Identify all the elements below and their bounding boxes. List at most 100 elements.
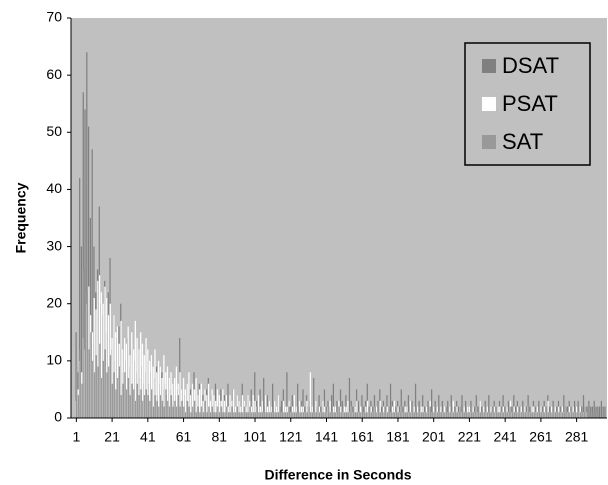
bar [401,406,403,418]
bar [456,412,458,418]
bar [243,406,246,418]
bar [195,412,197,418]
bar [274,400,276,418]
bar [138,395,140,418]
bar [570,412,573,418]
bar [179,406,181,418]
bar [108,366,110,418]
bar [136,338,138,418]
bar [419,412,421,418]
bar [422,412,424,418]
bar [519,412,521,418]
bar [79,349,81,418]
bar [251,412,253,418]
bar [377,412,380,418]
bar [593,400,595,418]
bar [551,412,553,418]
bar [318,395,320,418]
x-tick-label: 61 [176,429,192,445]
bar [190,395,192,418]
bar [107,315,110,418]
bar [182,378,185,418]
bar [461,395,463,418]
bar [91,149,93,418]
bar [218,412,221,418]
x-tick-label: 141 [315,429,339,445]
bar [106,298,108,418]
bar [531,412,533,418]
bar [357,400,360,418]
bar [393,400,396,418]
bar [441,400,443,418]
bar [563,412,566,418]
bar [201,406,203,418]
bar [329,400,331,418]
bar [299,400,301,418]
bar [561,412,564,418]
bar [488,412,490,418]
bar [115,389,117,418]
bar [174,378,176,418]
bar [149,400,151,418]
bar [291,395,293,418]
bar [488,395,490,418]
bar [241,395,244,418]
bar [478,412,480,418]
bar [392,412,394,418]
bar [330,395,333,418]
bar [547,400,549,418]
bar [163,406,165,418]
bar [365,412,367,418]
bar [261,400,263,418]
bar [181,400,183,418]
bar [479,412,482,418]
bar [140,389,142,418]
bar [569,412,571,418]
bar [211,389,213,418]
bar [522,412,524,418]
bar [268,412,271,418]
bar [394,412,396,418]
y-tick-label: 70 [46,9,62,25]
bar [118,366,121,418]
bar [131,332,133,418]
bar [299,412,301,418]
bar [438,395,440,418]
bar [385,412,387,418]
bar [577,400,579,418]
bar [479,400,481,418]
bar [293,395,295,418]
bar [476,406,478,418]
bar [265,395,267,418]
bar [474,412,476,418]
bar [83,269,85,418]
bar [222,389,224,418]
bar [565,406,567,418]
bar [526,412,528,418]
bar [535,412,537,418]
bar [202,400,204,418]
bar [524,412,526,418]
bar [286,372,288,418]
bar [538,412,540,418]
bar [81,383,83,418]
bar [329,412,331,418]
bar [176,406,178,418]
bar [267,412,269,418]
bar [369,412,371,418]
bar [465,412,467,418]
bar [124,372,126,418]
bar [184,412,187,418]
bar [154,395,156,418]
bar [447,400,449,418]
bar [209,400,211,418]
bar [215,412,217,418]
legend-swatch [482,135,496,149]
bar [224,412,226,418]
bar [127,378,130,418]
bar [356,400,358,418]
y-tick-label: 0 [54,409,62,425]
bar [536,412,539,418]
x-axis-title: Difference in Seconds [264,467,411,483]
bar [193,400,196,418]
